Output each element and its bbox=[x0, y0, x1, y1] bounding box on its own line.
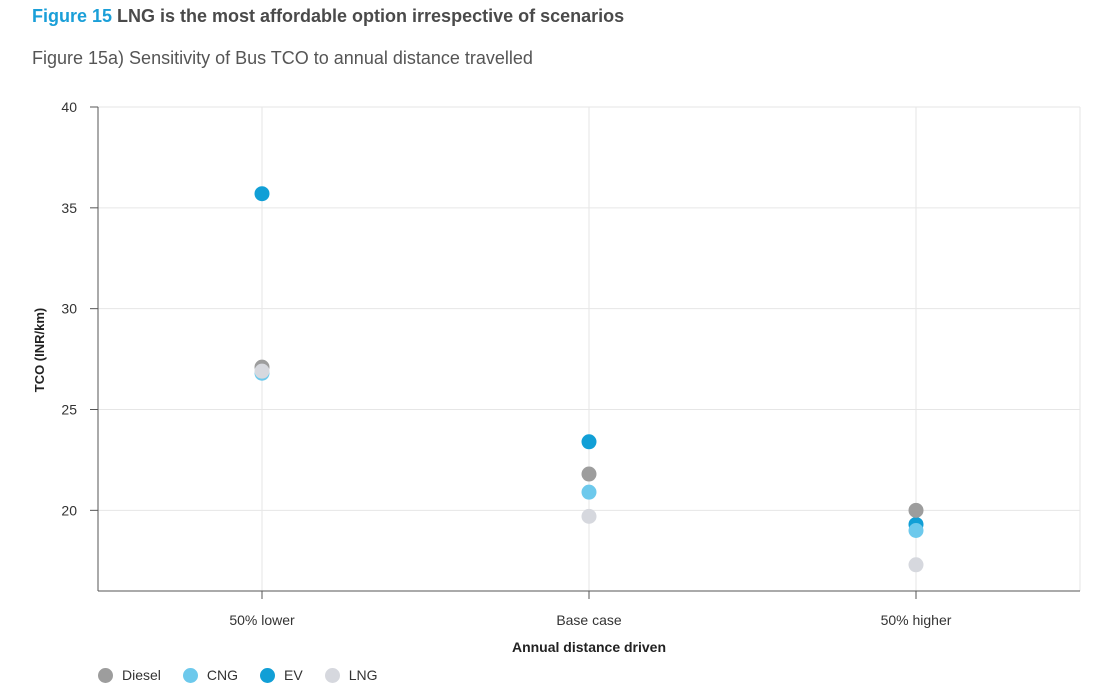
legend-label: Diesel bbox=[122, 667, 161, 683]
chart-legend: Diesel CNG EV LNG bbox=[98, 667, 378, 683]
x-tick-label: Base case bbox=[556, 612, 622, 628]
data-point-diesel bbox=[581, 466, 597, 482]
y-tick-label: 35 bbox=[61, 200, 77, 216]
data-point-lng bbox=[254, 363, 270, 379]
x-axis-label: Annual distance driven bbox=[512, 639, 666, 655]
data-point-cng bbox=[581, 484, 597, 500]
data-point-lng bbox=[581, 508, 597, 524]
chart-ticks: 20 25 30 35 40 50% lower Base case 50% higher bbox=[61, 99, 951, 628]
y-tick-label: 25 bbox=[61, 402, 77, 418]
legend-label: LNG bbox=[348, 667, 378, 683]
legend-swatch bbox=[260, 667, 276, 683]
legend-item-ev: EV bbox=[260, 667, 303, 683]
legend-swatch bbox=[98, 667, 113, 683]
data-point-cng bbox=[908, 523, 924, 538]
legend-swatch bbox=[324, 667, 340, 683]
figure-subtitle: Figure 15a) Sensitivity of Bus TCO to an… bbox=[32, 48, 533, 68]
data-point-ev bbox=[581, 434, 597, 450]
data-point-ev bbox=[254, 186, 270, 202]
legend-swatch bbox=[182, 667, 198, 683]
legend-label: EV bbox=[284, 667, 303, 683]
data-point-diesel bbox=[908, 502, 924, 518]
figure-title: Figure 15 LNG is the most affordable opt… bbox=[32, 6, 624, 27]
figure-number: Figure 15 bbox=[32, 6, 113, 26]
x-tick-label: 50% lower bbox=[229, 612, 295, 628]
y-tick-label: 40 bbox=[61, 99, 77, 115]
legend-item-lng: LNG bbox=[324, 667, 378, 683]
chart-points bbox=[254, 186, 924, 573]
legend-label: CNG bbox=[206, 667, 239, 683]
data-point-lng bbox=[908, 557, 924, 573]
y-tick-label: 30 bbox=[61, 301, 77, 317]
legend-item-diesel: Diesel bbox=[98, 667, 161, 683]
y-axis-label: TCO (INR/km) bbox=[32, 308, 47, 393]
figure-title-text: LNG is the most affordable option irresp… bbox=[112, 6, 625, 26]
y-tick-label: 20 bbox=[61, 502, 77, 518]
legend-item-cng: CNG bbox=[182, 667, 239, 683]
x-tick-label: 50% higher bbox=[881, 612, 952, 628]
